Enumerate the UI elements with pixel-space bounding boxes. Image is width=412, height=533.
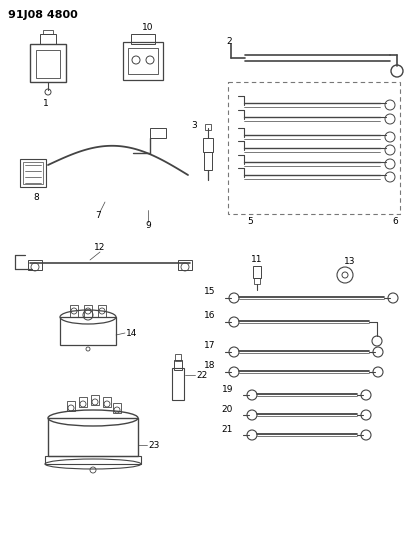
Bar [123, 42, 163, 80]
Text: 21: 21 [222, 424, 233, 433]
Bar [253, 266, 261, 278]
Bar [40, 34, 56, 44]
Text: 20: 20 [222, 405, 233, 414]
Text: 1: 1 [43, 100, 49, 109]
Text: 16: 16 [204, 311, 215, 320]
Bar [79, 397, 87, 407]
Bar [48, 418, 138, 456]
Bar [174, 360, 182, 370]
Text: 2: 2 [226, 36, 232, 45]
Bar [23, 162, 43, 184]
Bar [103, 397, 111, 407]
Bar [113, 403, 121, 413]
Text: 12: 12 [94, 244, 106, 253]
Text: 10: 10 [142, 23, 154, 33]
Text: 18: 18 [204, 361, 215, 370]
Text: 7: 7 [95, 211, 101, 220]
Bar [128, 48, 158, 74]
Bar [203, 138, 213, 152]
Text: 22: 22 [196, 370, 207, 379]
Bar [205, 124, 211, 130]
Text: 14: 14 [126, 328, 137, 337]
Bar [131, 34, 155, 44]
Text: 6: 6 [392, 217, 398, 227]
Text: 5: 5 [247, 217, 253, 227]
Bar [98, 305, 106, 317]
Bar [178, 260, 192, 270]
Text: 17: 17 [204, 342, 215, 351]
Bar [175, 354, 181, 361]
Bar [45, 456, 141, 464]
Text: 9: 9 [145, 221, 151, 230]
Text: 3: 3 [191, 122, 197, 131]
Bar [36, 50, 60, 78]
Bar [20, 159, 46, 187]
Bar [60, 317, 116, 345]
Bar [67, 401, 75, 411]
Text: 15: 15 [204, 287, 215, 296]
Bar [150, 128, 166, 138]
Bar [204, 152, 212, 170]
Bar [84, 305, 92, 317]
Bar [28, 260, 42, 270]
Bar [254, 278, 260, 284]
Bar [172, 368, 184, 400]
Bar [43, 30, 53, 34]
Text: 11: 11 [251, 255, 263, 264]
Text: 91J08 4800: 91J08 4800 [8, 10, 78, 20]
Text: 13: 13 [344, 256, 356, 265]
Text: 19: 19 [222, 384, 233, 393]
Text: 8: 8 [33, 192, 39, 201]
Bar [91, 395, 99, 405]
Bar [228, 82, 400, 214]
Bar [70, 305, 78, 317]
Text: 23: 23 [148, 440, 159, 449]
Bar [30, 44, 66, 82]
